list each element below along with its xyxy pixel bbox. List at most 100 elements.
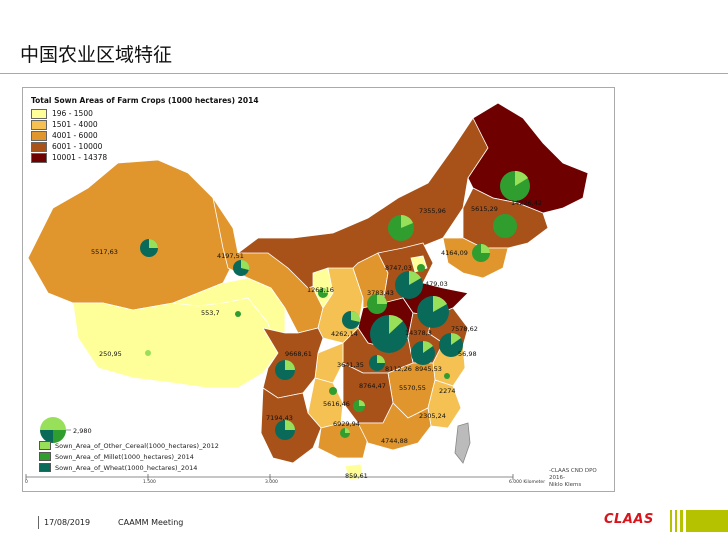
legend-label: 196 - 1500 — [52, 109, 93, 118]
label-jiangxi: 5570,55 — [399, 384, 426, 392]
pie-anhui — [411, 340, 435, 365]
legend-label: 1501 - 4000 — [52, 120, 98, 129]
label-anhui: 8945,53 — [415, 365, 442, 373]
pie-jilin — [493, 214, 517, 238]
pie-shaanxi — [342, 310, 361, 329]
pie-shandong — [417, 295, 449, 328]
legend-label: 6001 - 10000 — [52, 142, 103, 151]
pie-guangxi — [340, 428, 350, 438]
legend-row: 196 - 1500 — [31, 108, 259, 119]
footer-divider — [38, 516, 39, 529]
legend-row: 6001 - 10000 — [31, 141, 259, 152]
legend-swatch — [31, 141, 47, 152]
region-hainan — [344, 463, 364, 481]
legend-label: 4001 - 6000 — [52, 131, 98, 140]
page-title: 中国农业区域特征 — [20, 44, 173, 66]
pie-tibet — [145, 350, 151, 356]
pie-liaoning — [472, 244, 490, 262]
pie-legend-value: 2,980 — [73, 427, 92, 435]
pie-legend-row: Sown_Area_of_Millet(1000_hectares)_2014 — [39, 451, 219, 462]
scale-label: 1.500 — [143, 480, 156, 485]
scale-bar — [25, 474, 514, 480]
scale-label: 0 — [25, 480, 28, 485]
label-guizhou: 5616,46 — [323, 400, 350, 408]
legend-row: 4001 - 6000 — [31, 130, 259, 141]
pie-legend-label: Sown_Area_of_Wheat(1000_hectares)_2014 — [55, 463, 198, 472]
label-ningxia: 1263,16 — [307, 286, 334, 294]
pie-qinghai — [235, 311, 241, 317]
pie-yunnan — [275, 420, 295, 440]
pie-xinjiang — [140, 239, 158, 257]
label-chongqing: 3641,35 — [337, 361, 364, 369]
legend-swatch — [31, 119, 47, 130]
pie-heilongjiang — [500, 170, 530, 201]
region-guangxi — [317, 422, 369, 459]
scale-label: 3.000 — [265, 480, 278, 485]
pie-legend: Sown_Area_of_Other_Cereal(1000_hectares)… — [39, 440, 219, 473]
credit-line: -CLAAS CND DPO 2016- — [549, 468, 597, 481]
legend-row: 1501 - 4000 — [31, 119, 259, 130]
pie-hebei — [395, 271, 423, 299]
region-guangdong — [357, 402, 432, 451]
legend-row: 10001 - 14378 — [31, 152, 259, 163]
footer-meeting: CAAMM Meeting — [118, 518, 184, 527]
pie-legend-row: Sown_Area_of_Wheat(1000_hectares)_2014 — [39, 462, 219, 473]
legend-swatch — [31, 130, 47, 141]
title-divider — [0, 73, 728, 74]
label-qinghai: 553,7 — [201, 309, 220, 317]
label-zhejiang: 2274 — [439, 387, 456, 395]
label-shanghai: 56,98 — [458, 350, 477, 358]
region-heilongjiang — [467, 102, 589, 214]
choropleth-legend: Total Sown Areas of Farm Crops (1000 hec… — [31, 96, 259, 163]
label-shaanxi: 4262,14 — [331, 330, 358, 338]
label-guangxi: 6929,94 — [333, 420, 360, 428]
label-hainan: 859,61 — [345, 472, 368, 480]
label-shandong: 7578,62 — [451, 325, 478, 333]
pie-swatch — [39, 452, 51, 461]
pie-chongqing — [329, 387, 337, 395]
label-fujian: 2305,24 — [419, 412, 446, 420]
label-gansu: 4197,51 — [217, 252, 244, 260]
label-yunnan: 7194,43 — [266, 414, 293, 422]
pie-beijing — [417, 264, 425, 272]
label-hubei: 8112,26 — [385, 365, 412, 373]
pie-zhejiang — [444, 373, 450, 379]
region-xinjiang — [27, 159, 239, 311]
pie-shanxi — [367, 294, 387, 314]
pie-legend-example — [40, 417, 71, 443]
pie-hunan — [353, 400, 365, 412]
pie-henan — [370, 314, 408, 353]
legend-swatch — [31, 152, 47, 163]
pie-gansu — [233, 259, 250, 276]
logo-stripes — [670, 510, 728, 532]
legend-swatch — [31, 108, 47, 119]
pie-legend-row: Sown_Area_of_Other_Cereal(1000_hectares)… — [39, 440, 219, 451]
map-title: Total Sown Areas of Farm Crops (1000 hec… — [31, 96, 259, 105]
pie-sichuan — [275, 360, 295, 380]
label-henan: 14378,3 — [405, 329, 432, 337]
pie-ningxia — [318, 288, 328, 298]
label-guangdong: 4744,88 — [381, 437, 408, 445]
label-hunan: 8764,47 — [359, 382, 386, 390]
pie-inner-mongolia — [388, 215, 414, 241]
label-beijing: 479,03 — [425, 280, 448, 288]
label-xinjiang: 5517,63 — [91, 248, 118, 256]
map-credit: -CLAAS CND DPO 2016- Niklo Klems — [549, 468, 614, 489]
credit-line: Niklo Klems — [549, 482, 582, 488]
label-liaoning: 4164,09 — [441, 249, 468, 257]
china-map: 5517,63 4197,51 553,7 250,95 1263,16 378… — [25, 102, 589, 481]
claas-logo: CLAAS — [604, 512, 654, 527]
pie-legend-label: Sown_Area_of_Millet(1000_hectares)_2014 — [55, 452, 194, 461]
label-tibet: 250,95 — [99, 350, 122, 358]
legend-label: 10001 - 14378 — [52, 153, 108, 162]
label-heilongjiang: 14226,42 — [511, 199, 542, 207]
scale-label: 6.000 Kilometer — [509, 480, 546, 485]
pie-legend-label: Sown_Area_of_Other_Cereal(1000_hectares)… — [55, 441, 219, 450]
label-inner-mongolia: 7355,96 — [419, 207, 446, 215]
label-jilin: 5615,29 — [471, 205, 498, 213]
china-map-panel: 5517,63 4197,51 553,7 250,95 1263,16 378… — [22, 87, 615, 492]
label-shanxi: 3783,43 — [367, 289, 394, 297]
pie-jiangsu — [439, 332, 463, 357]
footer-date: 17/08/2019 — [44, 518, 91, 527]
pie-swatch — [39, 441, 51, 450]
